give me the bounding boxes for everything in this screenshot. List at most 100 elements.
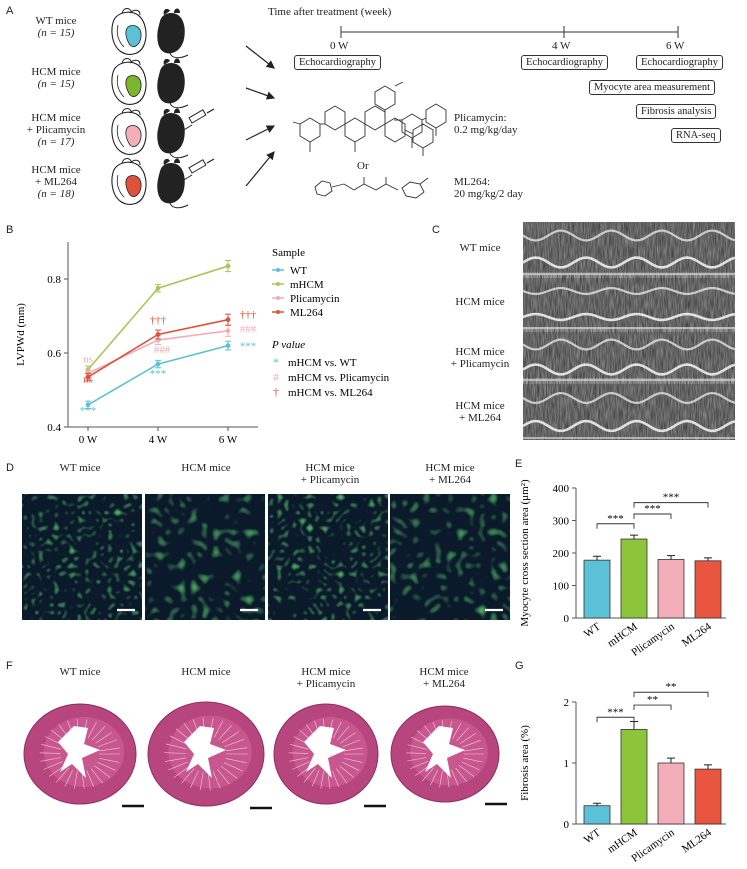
xtick: ML264: [680, 826, 714, 855]
ytick: 100: [553, 581, 570, 593]
micrograph: [390, 494, 510, 620]
b-pvalue-label: mHCM vs. WT: [288, 357, 357, 369]
heart-mouse-row: [111, 158, 215, 209]
ytick: 0: [564, 613, 570, 625]
box-echo-0w: Echocardiography: [294, 55, 381, 70]
echo-strip: [523, 278, 735, 330]
drug2-name: ML264:: [454, 176, 491, 188]
f-title-hcm: HCM mice: [181, 666, 231, 678]
micrograph: [268, 494, 388, 620]
b-legend-item: Plicamycin: [290, 293, 340, 305]
ylabel: Myocyte cross section area (μm²): [519, 479, 531, 627]
box-echo-6w: Echocardiography: [636, 55, 723, 70]
micrograph: [22, 494, 142, 620]
group-label-hcm: HCM mice (n = 15): [31, 66, 81, 90]
b-legend-item: WT: [290, 265, 307, 277]
timepoint-4w: 4 W: [552, 40, 571, 52]
drug1-dose: 0.2 mg/kg/day: [454, 124, 518, 136]
box-fibrosis: Fibrosis analysis: [636, 104, 717, 119]
d-title-plicamycin: HCM mice + Plicamycin: [300, 462, 360, 486]
b-pvalue-symbol: *: [273, 355, 279, 369]
c-label-hcm: HCM mice: [455, 296, 505, 308]
box-echo-4w: Echocardiography: [521, 55, 608, 70]
box-rnaseq: RNA-seq: [671, 128, 721, 143]
heart-section: [147, 701, 272, 810]
group-label-wt: WT mice (n = 15): [35, 15, 77, 39]
b-point: [155, 285, 161, 291]
b-pvalue-title: P value: [271, 339, 305, 351]
panel-label-g: G: [515, 660, 524, 672]
bar: [620, 729, 648, 825]
b-pvalue-symbol: #: [273, 370, 279, 384]
b-xtick: 6 W: [219, 434, 238, 446]
wga-micrographs: [22, 494, 510, 620]
b-point: [85, 374, 91, 380]
ytick: 300: [553, 516, 570, 528]
m-mode-echo-images: [523, 222, 735, 440]
group-label-plicamycin: HCM mice + Plicamycin (n = 17): [26, 112, 86, 148]
b-ytick: 0.8: [47, 274, 61, 286]
b-annotation: †††: [150, 314, 167, 326]
or-label: Or: [357, 160, 369, 172]
timepoint-0w: 0 W: [330, 40, 349, 52]
b-legend-item: mHCM: [290, 279, 324, 291]
significance: ***: [607, 706, 624, 718]
b-pvalue-label: mHCM vs. Plicamycin: [288, 372, 390, 384]
c-label-plicamycin: HCM mice + Plicamycin: [450, 346, 510, 370]
b-annotation: ***: [240, 340, 257, 352]
drug2-dose: 20 mg/kg/2 day: [454, 188, 524, 200]
xtick: WT: [582, 620, 603, 640]
b-annotation: ***: [150, 368, 167, 380]
panel-label-c: C: [432, 224, 440, 236]
mouse-icon: [157, 158, 189, 209]
b-xtick: 0 W: [79, 434, 98, 446]
b-annotation: ***: [80, 405, 97, 417]
xtick: WT: [582, 826, 603, 846]
heart-section: [390, 705, 507, 806]
ml264-structure: [314, 177, 429, 199]
bar: [694, 560, 722, 619]
b-point: [155, 332, 161, 337]
significance: ***: [607, 513, 624, 525]
mouse-icon: [157, 108, 189, 159]
bar: [620, 538, 648, 619]
significance: ***: [663, 492, 680, 504]
heart-icon: [111, 58, 147, 105]
drug1-name: Plicamycin:: [454, 112, 507, 124]
b-point: [155, 361, 161, 367]
masson-heart-sections: [23, 701, 507, 810]
b-legend-title: Sample: [272, 247, 305, 259]
mouse-heart-illustrations: [111, 8, 215, 209]
panel-e-bar-chart: 0 100 200 300 400 Myocyte cross section area …: [519, 479, 726, 659]
timepoint-6w: 6 W: [666, 40, 685, 52]
heart-icon: [111, 8, 147, 55]
panel-label-f: F: [6, 660, 13, 672]
b-annotation: ns: [83, 353, 93, 365]
bar: [583, 559, 611, 619]
xtick: ML264: [680, 620, 714, 649]
heart-mouse-row: [111, 58, 189, 109]
timeline-title: Time after treatment (week): [268, 6, 392, 18]
ytick: 200: [553, 548, 570, 560]
b-point: [225, 263, 231, 269]
b-annotation: ns: [83, 374, 93, 386]
b-pvalue-label: mHCM vs. ML264: [288, 387, 373, 399]
plicamycin-structure: [292, 82, 434, 156]
plicamycin-structure-sugar: [394, 103, 447, 148]
heart-section: [273, 703, 386, 808]
ytick: 400: [553, 483, 570, 495]
treatment-arrows: [245, 45, 276, 187]
ytick: 2: [564, 697, 570, 709]
heart-icon: [111, 108, 147, 155]
echo-strip: [523, 332, 735, 382]
syringe-icon: [181, 108, 215, 132]
panel-label-b: B: [6, 224, 14, 236]
f-title-plicamycin: HCM mice + Plicamycin: [296, 666, 356, 690]
mouse-icon: [157, 8, 189, 59]
mouse-icon: [157, 58, 189, 109]
b-ytick: 0.6: [47, 348, 61, 360]
group-label-ml264: HCM mice + ML264 (n = 18): [31, 164, 81, 200]
syringe-icon: [181, 158, 215, 182]
